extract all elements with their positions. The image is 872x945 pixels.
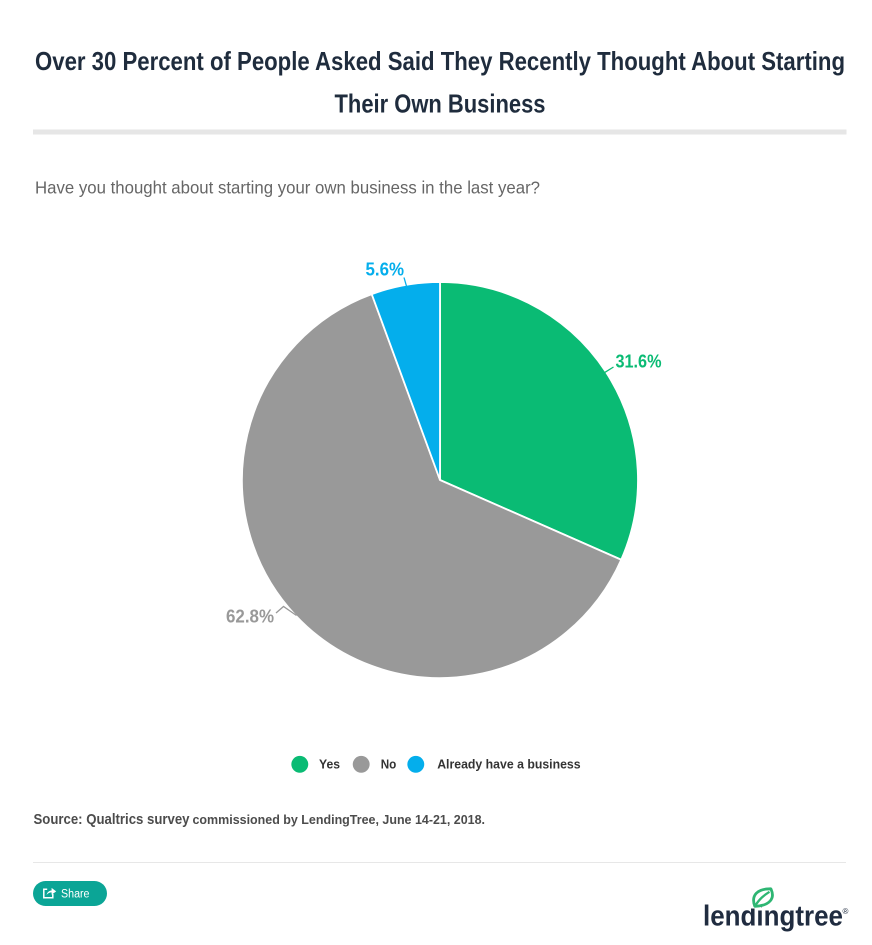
svg-text:commissioned by LendingTree, J: commissioned by LendingTree, June 14-21,… (193, 812, 486, 827)
svg-text:No: No (381, 758, 397, 772)
svg-text:Already have a business: Already have a business (437, 758, 580, 772)
svg-text:lendingtree: lendingtree (703, 901, 843, 933)
svg-text:Yes: Yes (319, 758, 340, 772)
svg-text:Have you thought about startin: Have you thought about starting your own… (35, 178, 540, 198)
svg-text:Their Own Business: Their Own Business (335, 88, 546, 118)
svg-text:62.8%: 62.8% (226, 607, 274, 627)
svg-text:Share: Share (61, 889, 90, 901)
svg-text:®: ® (843, 907, 849, 916)
svg-text:Over 30 Percent of People Aske: Over 30 Percent of People Asked Said The… (35, 46, 845, 76)
svg-text:5.6%: 5.6% (366, 260, 405, 280)
svg-text:Source: Qualtrics survey: Source: Qualtrics survey (34, 811, 191, 828)
svg-text:31.6%: 31.6% (616, 351, 662, 371)
